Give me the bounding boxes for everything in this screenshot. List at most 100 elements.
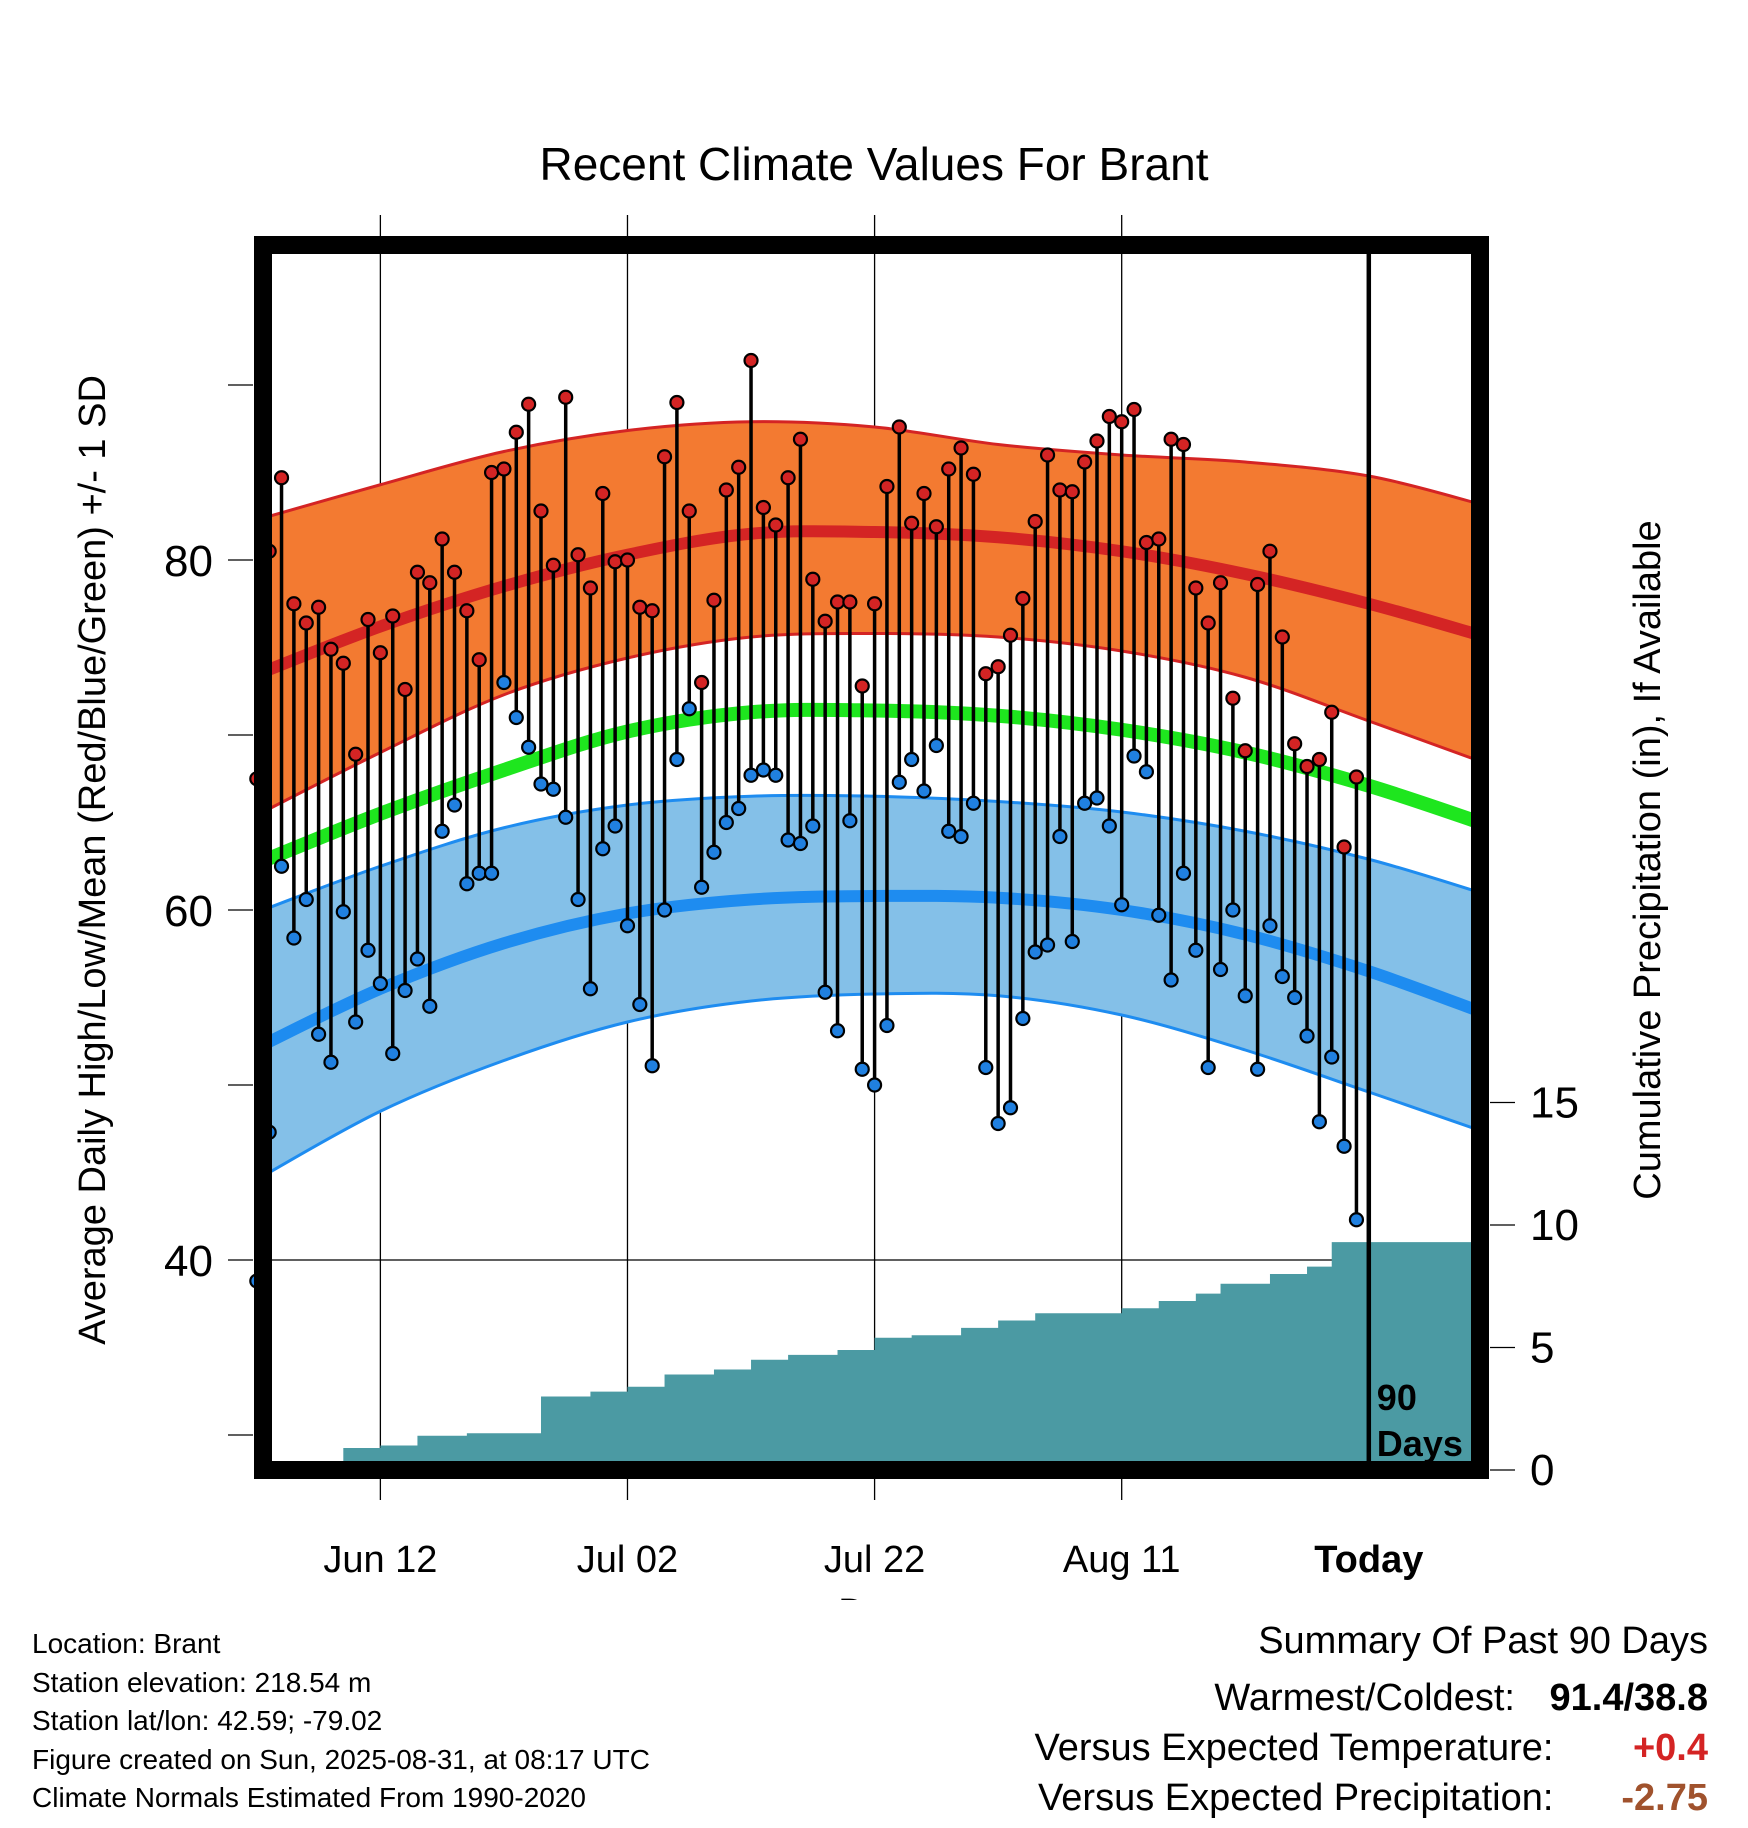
daily-low-point [1175, 865, 1192, 881]
daily-high-point [842, 594, 858, 610]
summary-panel: Summary Of Past 90 Days Warmest/Coldest:… [1035, 1620, 1708, 1823]
daily-low-point [842, 813, 858, 829]
daily-high-point [607, 554, 623, 570]
x-tick-label: Aug 11 [1063, 1539, 1181, 1581]
daily-low-point [286, 930, 302, 946]
daily-high-point [1299, 758, 1315, 775]
y-axis-label: Average Daily High/Low/Mean (Red/Blue/Gr… [72, 375, 114, 1345]
daily-high-point [1163, 431, 1179, 447]
daily-low-point [1336, 1138, 1352, 1154]
daily-low-point [1212, 961, 1229, 978]
daily-high-point [1101, 408, 1117, 425]
daily-low-point [941, 823, 957, 839]
daily-high-point [1274, 629, 1290, 645]
precipitation-value: -2.75 [1621, 1777, 1708, 1819]
daily-high-point [1175, 436, 1192, 453]
daily-low-point [1237, 988, 1253, 1004]
daily-low-point [681, 701, 697, 717]
daily-low-point [1324, 1049, 1340, 1065]
daily-high-point [372, 645, 388, 661]
daily-low-point [965, 795, 982, 811]
daily-low-point [558, 809, 574, 825]
daily-high-point [1077, 454, 1093, 470]
daily-high-point [978, 666, 994, 682]
daily-high-point [471, 652, 487, 668]
elevation-text: Station elevation: 218.54 m [32, 1666, 372, 1698]
daily-high-point [1188, 580, 1204, 596]
daily-high-point [891, 419, 907, 435]
daily-low-point [904, 751, 920, 768]
daily-low-point [755, 762, 771, 778]
daily-high-point [348, 746, 364, 762]
y-tick-label: 40 [164, 1237, 213, 1286]
daily-high-point [273, 470, 290, 486]
daily-low-point [323, 1054, 339, 1070]
daily-low-point [496, 674, 512, 691]
daily-low-point [669, 751, 685, 768]
x-tick-label: Jul 22 [824, 1539, 925, 1581]
daily-high-point [854, 678, 870, 694]
x-tick-label: Jun 12 [323, 1539, 437, 1581]
daily-low-point [533, 776, 549, 792]
normals-text: Climate Normals Estimated From 1990-2020 [32, 1782, 586, 1813]
daily-low-point [879, 1017, 895, 1034]
low-sd-band [263, 795, 1480, 1176]
station-info: Location: Brant Station elevation: 218.5… [32, 1625, 650, 1818]
daily-low-point [718, 814, 734, 831]
daily-high-point [582, 580, 599, 596]
daily-low-point [1101, 818, 1117, 834]
daily-high-point [508, 424, 524, 440]
temperature-row: Versus Expected Temperature: +0.4 [1035, 1723, 1708, 1773]
daily-low-point [792, 835, 809, 852]
daily-high-point [434, 531, 450, 547]
daily-high-point [632, 599, 648, 615]
daily-low-point [805, 818, 821, 834]
location-text: Location: Brant [32, 1628, 221, 1659]
daily-low-point [990, 1115, 1006, 1132]
daily-low-point [508, 709, 524, 726]
daily-low-point [310, 1026, 327, 1042]
daily-high-point [1027, 513, 1043, 530]
daily-high-point [595, 485, 611, 502]
y2-tick-label: 0 [1530, 1446, 1554, 1495]
warmest-coldest-row: Warmest/Coldest: 91.4/38.8 [1035, 1673, 1708, 1723]
daily-low-point [731, 800, 747, 817]
daily-low-point [891, 774, 907, 790]
daily-high-point [459, 603, 475, 619]
daily-high-point [521, 396, 537, 412]
daily-low-point [1311, 1114, 1327, 1130]
daily-high-point [694, 674, 710, 691]
chart-title: Recent Climate Values For Brant [540, 138, 1209, 190]
daily-high-point [1064, 484, 1080, 500]
daily-low-point [694, 879, 710, 895]
y2-tick-label: 5 [1530, 1324, 1554, 1373]
daily-high-point [755, 499, 771, 516]
daily-high-point [904, 515, 920, 531]
daily-high-point [1089, 433, 1105, 449]
daily-high-point [323, 641, 339, 657]
daily-low-point [422, 998, 438, 1014]
daily-high-point [644, 603, 660, 619]
daily-low-point [1200, 1059, 1216, 1076]
daily-low-point [1015, 1010, 1031, 1027]
daily-high-point [446, 564, 463, 580]
daily-low-point [273, 858, 290, 874]
daily-high-point [1250, 576, 1266, 593]
daily-low-point [928, 737, 944, 754]
today-window-label: 90 [1377, 1377, 1417, 1418]
daily-high-point [1126, 401, 1142, 418]
daily-low-point [595, 841, 611, 857]
daily-low-point [1114, 897, 1130, 913]
high-sd-upper-line [263, 420, 1480, 520]
precipitation-area [263, 1242, 1480, 1470]
today-window-label: Days [1377, 1423, 1463, 1464]
summary-heading: Summary Of Past 90 Days [1258, 1620, 1708, 1662]
daily-low-point [434, 823, 450, 839]
x-axis-label: Day [838, 1592, 906, 1600]
daily-high-point [743, 352, 759, 369]
x-tick-label: Today [1314, 1539, 1423, 1581]
daily-low-point [1262, 918, 1278, 934]
high-sd-band [263, 421, 1480, 812]
daily-high-point [298, 615, 314, 631]
daily-low-point [768, 767, 784, 783]
